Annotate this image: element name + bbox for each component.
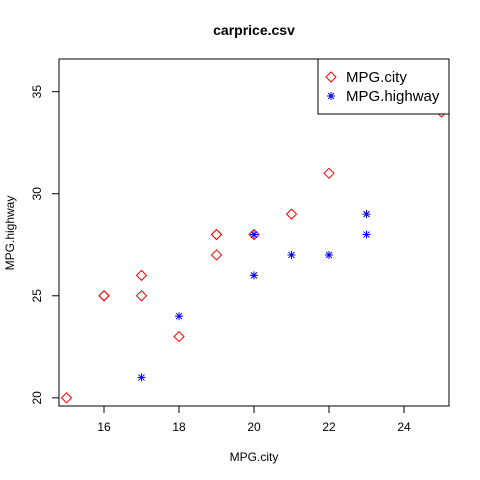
y-axis-label: MPG.highway <box>3 196 17 271</box>
data-point-city <box>98 290 110 302</box>
data-point-city <box>210 228 223 241</box>
chart-title: carprice.csv <box>213 22 295 38</box>
legend-marker-highway <box>327 92 335 100</box>
x-axis: 16 18 20 22 24 <box>97 405 411 434</box>
data-point-city <box>135 290 148 302</box>
data-point-highway <box>137 373 146 382</box>
data-point-highway <box>362 230 371 239</box>
data-point-highway <box>362 210 371 219</box>
y-axis: 20 25 30 35 <box>30 85 60 405</box>
data-point-city <box>210 228 223 241</box>
x-tick-label: 24 <box>397 420 411 434</box>
legend-label: MPG.highway <box>346 88 440 105</box>
y-tick-label: 30 <box>30 187 44 201</box>
y-tick-label: 20 <box>30 391 44 405</box>
data-point-city <box>210 249 223 261</box>
data-point-highway <box>250 230 258 239</box>
legend-box <box>317 58 450 115</box>
data-point-city <box>248 228 260 241</box>
x-tick-label: 20 <box>247 420 261 434</box>
x-axis-label: MPG.city <box>230 450 279 464</box>
x-tick-label: 22 <box>322 420 336 434</box>
data-point-highway <box>175 312 183 321</box>
x-tick-label: 18 <box>172 420 186 434</box>
data-point-city <box>173 330 185 343</box>
data-point-highway <box>325 250 333 259</box>
data-point-city <box>323 167 335 180</box>
legend-marker-city <box>325 71 337 83</box>
data-point-highway <box>287 250 296 259</box>
x-tick-label: 16 <box>97 420 111 434</box>
y-tick-label: 35 <box>30 85 44 99</box>
data-point-city <box>60 392 73 404</box>
data-point-city <box>135 269 148 282</box>
data-point-highway <box>250 271 258 280</box>
data-point-city <box>98 290 110 302</box>
data-points <box>60 106 448 404</box>
y-tick-label: 25 <box>30 289 44 303</box>
legend-label: MPG.city <box>346 69 407 86</box>
data-point-city <box>285 208 298 220</box>
legend: MPG.city MPG.highway <box>317 58 450 115</box>
